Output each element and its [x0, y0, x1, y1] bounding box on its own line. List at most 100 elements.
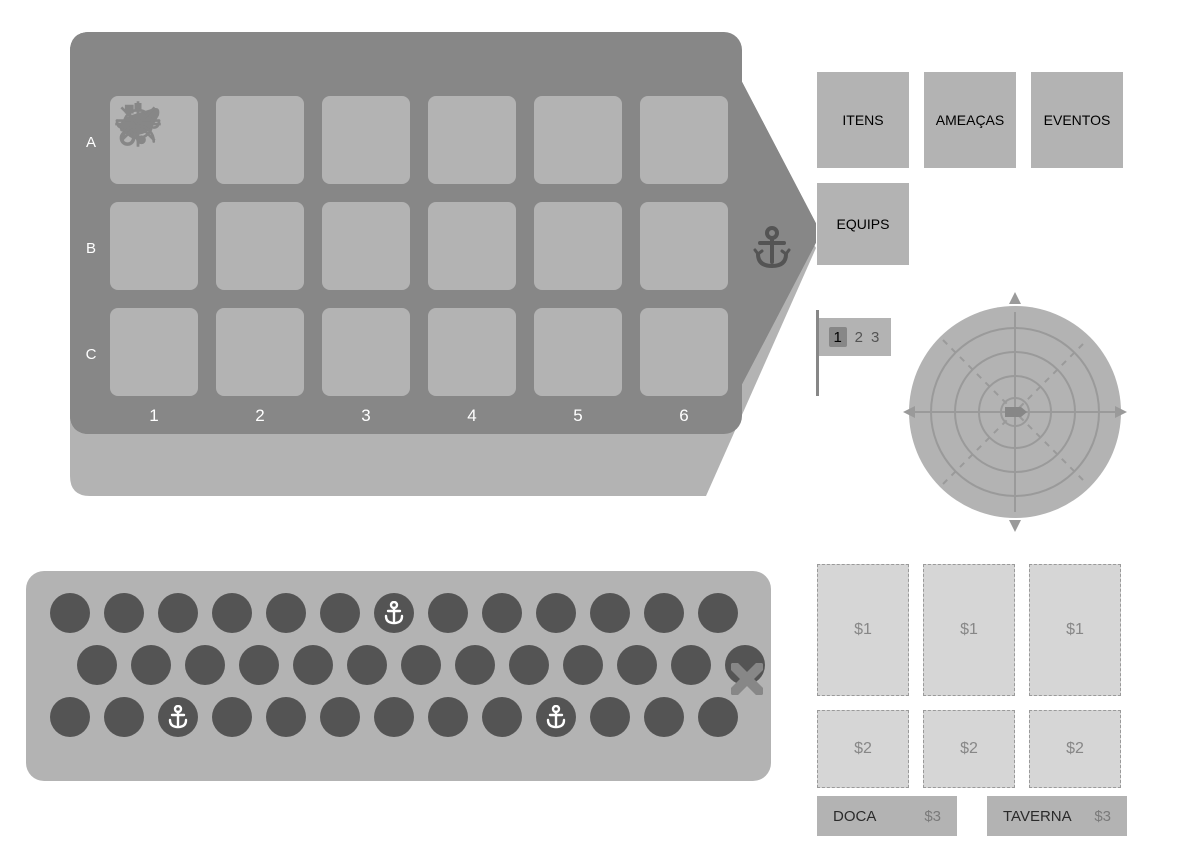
- track-dot[interactable]: [563, 645, 603, 685]
- track-dot[interactable]: [131, 645, 171, 685]
- cell-A3[interactable]: [322, 96, 410, 184]
- track-dot[interactable]: [293, 645, 333, 685]
- location-doca-label: DOCA: [833, 808, 876, 825]
- track-row-1: [77, 645, 747, 685]
- track-dot[interactable]: [104, 593, 144, 633]
- track-dot[interactable]: [212, 697, 252, 737]
- cell-C6[interactable]: [640, 308, 728, 396]
- col-label-4: 4: [428, 406, 516, 426]
- col-label-1: 1: [110, 406, 198, 426]
- track-dot[interactable]: [266, 593, 306, 633]
- track-dot[interactable]: [320, 593, 360, 633]
- track-dot[interactable]: [698, 697, 738, 737]
- track-dot[interactable]: [374, 697, 414, 737]
- track-dot[interactable]: [536, 593, 576, 633]
- flag-option-1[interactable]: 1: [829, 327, 847, 347]
- ship-board: A B C 1 2 3 4 5 6: [26, 16, 771, 496]
- flag-option-3[interactable]: 3: [871, 329, 879, 346]
- shop-slot-2c[interactable]: $2: [1029, 710, 1121, 788]
- cell-B6[interactable]: [640, 202, 728, 290]
- shop-slot-2b[interactable]: $2: [923, 710, 1015, 788]
- track-dot[interactable]: [428, 593, 468, 633]
- track-dot[interactable]: [536, 697, 576, 737]
- cell-C4[interactable]: [428, 308, 516, 396]
- deck-ameacas[interactable]: AMEAÇAS: [924, 72, 1016, 168]
- cell-C3[interactable]: [322, 308, 410, 396]
- col-labels: 1 2 3 4 5 6: [110, 406, 728, 426]
- flag-pole: [816, 310, 819, 396]
- deck-equips[interactable]: EQUIPS: [817, 183, 909, 265]
- ship-grid: [110, 96, 728, 396]
- row-label-C: C: [84, 346, 98, 363]
- location-doca-price: $3: [924, 808, 941, 825]
- track-row-2: [50, 697, 747, 737]
- col-label-3: 3: [322, 406, 410, 426]
- row-label-A: A: [84, 134, 98, 151]
- cell-A2[interactable]: [216, 96, 304, 184]
- flag-selector: 1 2 3: [817, 290, 891, 356]
- shop-slot-1b[interactable]: $1: [923, 564, 1015, 696]
- col-label-5: 5: [534, 406, 622, 426]
- cell-B2[interactable]: [216, 202, 304, 290]
- track-end-icon: [731, 663, 763, 700]
- track-dot[interactable]: [590, 697, 630, 737]
- track-dot[interactable]: [212, 593, 252, 633]
- track-dot[interactable]: [644, 593, 684, 633]
- flag-option-2[interactable]: 2: [855, 329, 863, 346]
- location-doca[interactable]: DOCA $3: [817, 796, 957, 836]
- progress-track: [26, 571, 771, 781]
- lever-icon: [110, 96, 166, 152]
- track-dot[interactable]: [401, 645, 441, 685]
- compass[interactable]: [903, 290, 1127, 534]
- cell-A4[interactable]: [428, 96, 516, 184]
- cell-C2[interactable]: [216, 308, 304, 396]
- track-dot[interactable]: [698, 593, 738, 633]
- track-dot[interactable]: [455, 645, 495, 685]
- track-dot[interactable]: [158, 697, 198, 737]
- track-dot[interactable]: [320, 697, 360, 737]
- track-dot[interactable]: [77, 645, 117, 685]
- location-taverna[interactable]: TAVERNA $3: [987, 796, 1127, 836]
- cell-A5[interactable]: [534, 96, 622, 184]
- track-row-0: [50, 593, 747, 633]
- track-dot[interactable]: [590, 593, 630, 633]
- col-label-2: 2: [216, 406, 304, 426]
- shop-slot-1c[interactable]: $1: [1029, 564, 1121, 696]
- shop-slot-1a[interactable]: $1: [817, 564, 909, 696]
- right-column: ITENS AMEAÇAS EVENTOS EQUIPS 1 2 3: [817, 16, 1127, 836]
- cell-B4[interactable]: [428, 202, 516, 290]
- cell-B1[interactable]: [110, 202, 198, 290]
- track-dot[interactable]: [266, 697, 306, 737]
- location-taverna-label: TAVERNA: [1003, 808, 1072, 825]
- track-dot[interactable]: [104, 697, 144, 737]
- track-dot[interactable]: [50, 697, 90, 737]
- track-dot[interactable]: [617, 645, 657, 685]
- cell-C1[interactable]: [110, 308, 198, 396]
- track-dot[interactable]: [158, 593, 198, 633]
- shop-area: $1 $1 $1 $2 $2 $2: [817, 564, 1127, 788]
- deck-itens[interactable]: ITENS: [817, 72, 909, 168]
- track-dot[interactable]: [239, 645, 279, 685]
- track-dot[interactable]: [482, 697, 522, 737]
- left-column: A B C 1 2 3 4 5 6: [26, 16, 771, 781]
- deck-eventos[interactable]: EVENTOS: [1031, 72, 1123, 168]
- track-dot[interactable]: [644, 697, 684, 737]
- location-taverna-price: $3: [1094, 808, 1111, 825]
- track-dot[interactable]: [185, 645, 225, 685]
- cell-B3[interactable]: [322, 202, 410, 290]
- track-dot[interactable]: [428, 697, 468, 737]
- shop-slot-2a[interactable]: $2: [817, 710, 909, 788]
- cell-B5[interactable]: [534, 202, 622, 290]
- row-label-B: B: [84, 240, 98, 257]
- col-label-6: 6: [640, 406, 728, 426]
- track-dot[interactable]: [482, 593, 522, 633]
- track-dot[interactable]: [509, 645, 549, 685]
- track-dot[interactable]: [50, 593, 90, 633]
- track-dot[interactable]: [374, 593, 414, 633]
- track-dot[interactable]: [347, 645, 387, 685]
- cell-C5[interactable]: [534, 308, 622, 396]
- track-dot[interactable]: [671, 645, 711, 685]
- cell-A6[interactable]: [640, 96, 728, 184]
- locations: DOCA $3 TAVERNA $3: [817, 796, 1127, 836]
- flag[interactable]: 1 2 3: [817, 318, 891, 356]
